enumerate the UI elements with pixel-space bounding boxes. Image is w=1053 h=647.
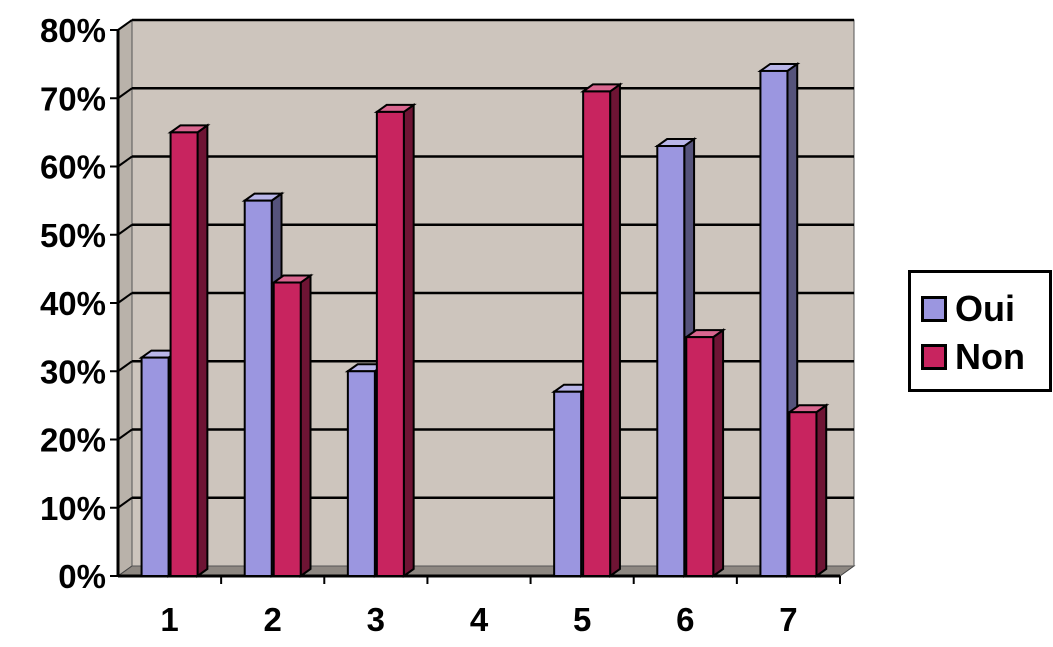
- x-tick-label: 7: [779, 601, 797, 638]
- bar-non: [375, 110, 405, 578]
- y-tick-label: 0%: [58, 558, 106, 595]
- bar-non: [685, 336, 715, 577]
- y-tick-label: 30%: [40, 353, 106, 390]
- legend-item-non: Non: [921, 336, 1025, 377]
- x-tick-label: 4: [470, 601, 489, 638]
- bar-non: [788, 411, 818, 578]
- gridline-side: [117, 292, 133, 304]
- legend: Oui Non: [908, 270, 1052, 392]
- bar-side-non: [815, 403, 828, 578]
- legend-label-oui: Oui: [955, 288, 1015, 329]
- bar-side-non: [196, 123, 209, 578]
- gridline-side: [117, 360, 133, 373]
- bar-oui: [243, 199, 273, 577]
- bar-side-non: [402, 102, 415, 578]
- bar-oui: [759, 69, 789, 577]
- bar-side-non: [299, 273, 312, 578]
- x-tick-label: 2: [264, 601, 282, 638]
- x-tick-label: 1: [160, 601, 178, 638]
- gridline-side: [117, 223, 133, 236]
- gridline-side: [117, 428, 133, 441]
- legend-item-oui: Oui: [921, 288, 1015, 329]
- legend-label-non: Non: [955, 336, 1025, 377]
- x-tick-label: 5: [573, 601, 591, 638]
- y-tick-label: 10%: [40, 490, 106, 527]
- bar-oui: [656, 145, 686, 577]
- bar-non: [169, 131, 199, 577]
- x-tick-label: 3: [367, 601, 385, 638]
- bar-oui: [140, 356, 170, 577]
- legend-swatch-non: [921, 344, 947, 370]
- y-tick-label: 20%: [40, 422, 106, 459]
- bar-non: [272, 281, 302, 577]
- y-tick-label: 50%: [40, 217, 106, 254]
- y-tick-label: 80%: [40, 12, 106, 49]
- y-tick-label: 40%: [40, 285, 106, 322]
- bar-oui: [553, 390, 583, 577]
- y-tick-label: 70%: [40, 80, 106, 117]
- gridline-side: [117, 87, 133, 100]
- y-tick-label: 60%: [40, 149, 106, 186]
- legend-swatch-oui: [921, 296, 947, 322]
- gridline-side: [117, 19, 133, 31]
- gridline-side: [117, 496, 133, 509]
- gridline-side: [117, 155, 133, 168]
- x-tick-label: 6: [676, 601, 694, 638]
- bar-oui: [346, 370, 376, 577]
- bar-side-non: [712, 328, 725, 578]
- bar-side-non: [609, 82, 621, 578]
- bar-non: [582, 90, 612, 578]
